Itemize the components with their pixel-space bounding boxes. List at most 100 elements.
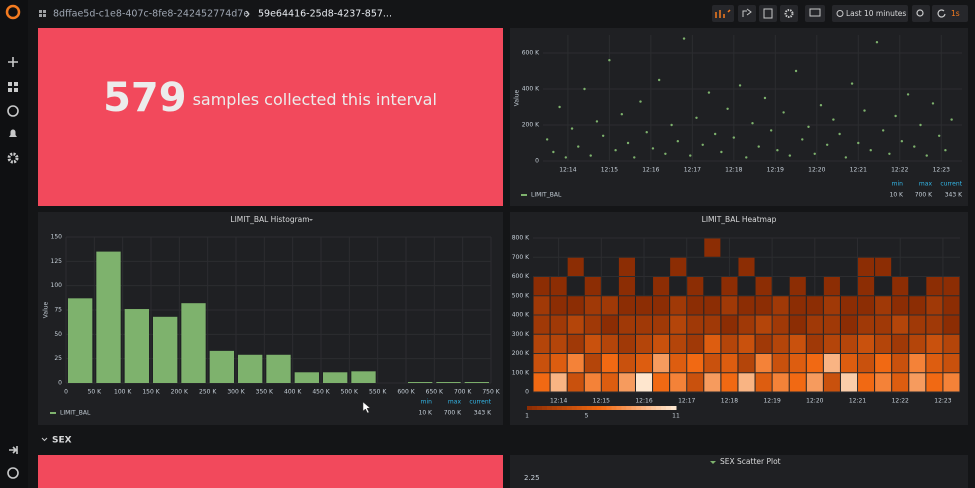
x-tick-label: 12:15 [601, 167, 618, 174]
scatter-point [919, 123, 922, 127]
scatter-point [844, 156, 848, 159]
heatmap-cell [738, 296, 755, 315]
heatmap-cell [892, 315, 909, 334]
panel-menu-caret[interactable] [309, 219, 313, 221]
help-icon[interactable] [7, 467, 19, 479]
share-button[interactable] [738, 5, 756, 22]
heatmap-cell [704, 334, 721, 353]
heatmap-cell [618, 315, 635, 334]
x-tick-label: 300 K [227, 389, 245, 396]
scatter-point [639, 100, 642, 103]
heatmap-cell [875, 354, 892, 373]
singlestat-panel[interactable] [38, 455, 503, 488]
color-scale [527, 406, 533, 410]
heatmap-cell [892, 296, 909, 315]
y-tick-label: 100 K [512, 369, 530, 376]
x-tick-label: 700 K [454, 389, 472, 396]
zoom-out-button[interactable] [912, 5, 930, 22]
y-tick-label: 150 [51, 234, 63, 241]
heatmap-cell [892, 277, 909, 296]
panel-title[interactable]: LIMIT_BAL Histogram [230, 215, 309, 224]
refresh-picker[interactable] [932, 5, 968, 22]
x-tick-label: 12:20 [806, 398, 823, 405]
scatter-point [751, 122, 754, 125]
singlestat-text: 579 samples collected this interval [103, 75, 437, 121]
heatmap-cell [892, 354, 909, 373]
color-scale [626, 406, 632, 410]
config-icon[interactable] [7, 152, 19, 164]
heatmap-cell [858, 373, 875, 392]
x-tick-label: 200 K [171, 389, 189, 396]
legend-label: LIMIT_BAL [60, 410, 91, 417]
dashboards-icon[interactable] [8, 82, 18, 92]
x-tick-label: 550 K [369, 389, 387, 396]
heatmap-cell [909, 334, 926, 353]
scatter-point [701, 143, 704, 146]
scatter-point [552, 150, 555, 154]
create-icon[interactable] [8, 57, 18, 67]
heatmap-cell [789, 354, 806, 373]
row-title[interactable]: SEX [52, 436, 72, 446]
heatmap-cell [704, 354, 721, 373]
scatter-panel[interactable] [510, 455, 968, 488]
panel-title[interactable]: LIMIT_BAL Heatmap [702, 215, 777, 224]
x-tick-label: 12:22 [891, 167, 908, 174]
save-button[interactable] [759, 5, 777, 22]
x-tick-label: 250 K [199, 389, 217, 396]
heatmap-cell [858, 277, 875, 296]
color-scale-label: 5 [585, 413, 589, 420]
settings-button[interactable] [780, 5, 798, 22]
singlestat-value: 579 [103, 75, 187, 121]
heatmap-cell [755, 277, 772, 296]
heatmap-cell [635, 334, 653, 353]
x-tick-label: 150 K [142, 389, 160, 396]
heatmap-cell [858, 257, 875, 276]
scatter-panel[interactable] [510, 28, 968, 206]
breadcrumb-dashboard[interactable]: 59e64416-25d8-4237-857... [258, 9, 392, 20]
y-tick-label: 400 K [512, 312, 530, 319]
scatter-point [913, 145, 916, 148]
heatmap-cell [635, 354, 653, 373]
heatmap-cell [653, 296, 670, 315]
singlestat-panel[interactable] [38, 28, 503, 206]
color-scale [541, 406, 548, 410]
heatmap-cell [635, 373, 653, 392]
heatmap-cell [806, 354, 823, 373]
grafana-logo[interactable] [5, 4, 21, 20]
scatter-point [888, 152, 891, 155]
alerting-icon[interactable] [9, 129, 17, 138]
refresh-interval: 1s [951, 9, 960, 18]
tv-mode-button[interactable] [805, 5, 825, 22]
row-collapse[interactable] [41, 437, 48, 442]
scatter-point [689, 154, 692, 157]
color-scale [611, 406, 617, 410]
heatmap-cell [550, 296, 567, 315]
heatmap-cell [823, 315, 840, 334]
time-picker[interactable] [832, 5, 908, 22]
scatter-point [944, 149, 947, 152]
breadcrumb-folder[interactable]: 8dffae5d-c1e8-407c-8fe8-242452774d7e [53, 9, 249, 20]
heatmap-cell [943, 277, 960, 296]
heatmap-cell [533, 354, 550, 373]
legend-header: current [940, 181, 962, 188]
panel-title[interactable]: SEX Scatter Plot [720, 457, 781, 466]
heatmap-cell [943, 296, 960, 315]
histogram-bar [436, 382, 461, 383]
histogram-bar [323, 372, 348, 383]
heatmap-cell [618, 257, 635, 276]
heatmap-cell [653, 315, 670, 334]
heatmap-cell [550, 334, 567, 353]
x-tick-label: 600 K [397, 389, 415, 396]
heatmap-cell [926, 373, 943, 392]
scatter-point [633, 156, 636, 159]
signin-icon[interactable] [9, 446, 18, 454]
legend-stat: 343 K [945, 192, 963, 199]
y-tick-label: 2.25 [524, 474, 540, 482]
legend-header: min [892, 181, 904, 188]
color-scale [576, 406, 583, 410]
scatter-point [608, 59, 611, 62]
x-tick-label: 400 K [284, 389, 302, 396]
add-panel-button[interactable] [712, 5, 734, 22]
explore-icon[interactable] [7, 105, 19, 117]
scatter-point [732, 136, 736, 139]
